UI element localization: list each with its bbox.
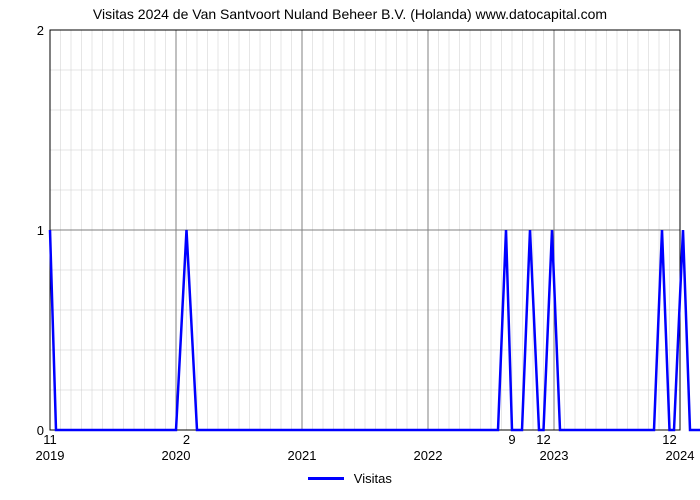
data-series-line — [50, 230, 700, 430]
x-major-label: 2023 — [540, 448, 569, 463]
x-major-label: 2024 — [666, 448, 695, 463]
y-tick-label: 2 — [37, 23, 44, 38]
legend: Visitas — [0, 470, 700, 486]
x-major-label: 2021 — [288, 448, 317, 463]
plot-area — [50, 30, 680, 430]
x-minor-label: 11 — [43, 432, 57, 447]
x-minor-label: 12 — [536, 432, 550, 447]
x-minor-label: 2 — [183, 432, 190, 447]
chart-container: { "chart": { "type": "line", "title": "V… — [0, 0, 700, 500]
x-minor-label: 12 — [662, 432, 676, 447]
legend-label: Visitas — [354, 471, 392, 486]
x-major-label: 2022 — [414, 448, 443, 463]
x-minor-label: 9 — [508, 432, 515, 447]
legend-swatch — [308, 477, 344, 480]
x-major-label: 2019 — [36, 448, 65, 463]
x-major-label: 2020 — [162, 448, 191, 463]
chart-title: Visitas 2024 de Van Santvoort Nuland Beh… — [0, 6, 700, 22]
y-tick-label: 1 — [37, 223, 44, 238]
